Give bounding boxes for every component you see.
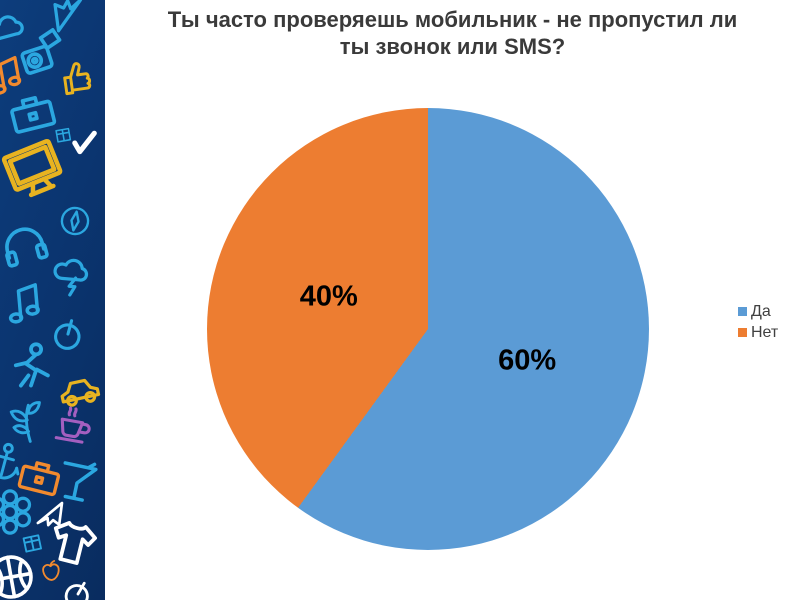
compass-icon — [53, 199, 97, 243]
legend-label-net: Нет — [751, 324, 779, 341]
chart-title-line1: Ты часто проверяешь мобильник - не пропу… — [167, 7, 738, 32]
legend-label-da: Да — [751, 303, 771, 320]
slice-label-da: 60% — [498, 344, 557, 377]
pie-chart-area: 60% 40% — [207, 108, 649, 550]
cloudbolt-icon — [48, 250, 98, 300]
legend-item-da: Да — [738, 301, 778, 322]
headphones-icon — [0, 212, 56, 276]
apple-icon — [37, 557, 65, 585]
check-icon — [64, 122, 105, 163]
chart-legend: Да Нет — [738, 301, 778, 343]
legend-item-net: Нет — [738, 322, 778, 343]
slice-label-net: 40% — [299, 280, 358, 313]
thumbsup-icon — [55, 52, 102, 99]
chart-title-line2: ты звонок или SMS? — [339, 34, 566, 59]
legend-swatch-da — [738, 307, 747, 316]
pie-chart — [207, 108, 649, 550]
legend-swatch-net — [738, 328, 747, 337]
coffee-icon — [49, 399, 100, 450]
runner-icon — [4, 340, 58, 394]
musicnote-icon — [0, 276, 52, 330]
decorative-sidebar — [0, 0, 105, 600]
chart-title: Ты часто проверяешь мобильник - не пропу… — [115, 6, 790, 60]
